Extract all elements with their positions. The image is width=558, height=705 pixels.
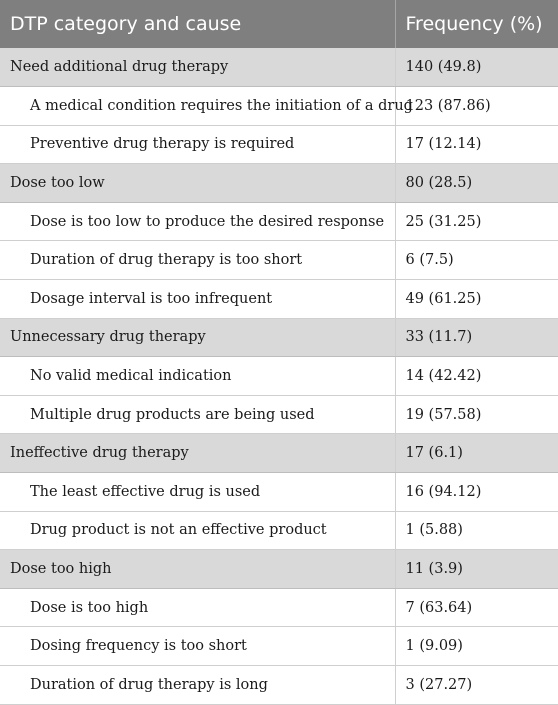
frequency-value: 80 (28.5) [395, 163, 558, 203]
cause-row: Multiple drug products are being used 19 … [0, 395, 558, 435]
frequency-value: 6 (7.5) [395, 240, 558, 281]
frequency-value: 1 (5.88) [395, 511, 558, 551]
cause-label: Duration of drug therapy is too short [0, 240, 396, 281]
frequency-value: 3 (27.27) [395, 665, 558, 705]
frequency-value: 11 (3.9) [395, 549, 558, 589]
cause-row: Dose is too low to produce the desired r… [0, 202, 558, 242]
table-header: DTP category and cause Frequency (%) [0, 0, 558, 48]
frequency-value: 49 (61.25) [395, 279, 558, 319]
frequency-value: 25 (31.25) [395, 202, 558, 242]
category-label: Ineffective drug therapy [0, 433, 396, 474]
cause-row: Dose is too high 7 (63.64) [0, 588, 558, 628]
frequency-value: 33 (11.7) [395, 318, 558, 358]
cause-row: Dosage interval is too infrequent 49 (61.… [0, 279, 558, 319]
frequency-value: 123 (87.86) [395, 86, 558, 126]
frequency-value: 17 (6.1) [395, 433, 558, 474]
frequency-value: 14 (42.42) [395, 356, 558, 396]
frequency-value: 19 (57.58) [395, 395, 558, 435]
header-category-cause: DTP category and cause [0, 0, 396, 48]
category-label: Dose too low [0, 163, 396, 203]
cause-row: Drug product is not an effective product… [0, 511, 558, 551]
frequency-value: 7 (63.64) [395, 588, 558, 628]
category-label: Dose too high [0, 549, 396, 589]
cause-label: Dose is too high [0, 588, 396, 628]
cause-label: Duration of drug therapy is long [0, 665, 396, 705]
cause-row: Preventive drug therapy is required 17 (1… [0, 125, 558, 165]
cause-row: A medical condition requires the initiat… [0, 86, 558, 126]
frequency-value: 1 (9.09) [395, 626, 558, 666]
cause-row: Duration of drug therapy is long 3 (27.27… [0, 665, 558, 705]
category-row: Dose too high 11 (3.9) [0, 549, 558, 589]
cause-label: The least effective drug is used [0, 472, 396, 512]
cause-label: A medical condition requires the initiat… [0, 86, 413, 126]
cause-label: Dosage interval is too infrequent [0, 279, 396, 319]
table-body: Need additional drug therapy 140 (49.8) A … [0, 48, 558, 705]
category-row: Need additional drug therapy 140 (49.8) [0, 48, 558, 88]
category-row: Ineffective drug therapy 17 (6.1) [0, 433, 558, 474]
cause-row: Dosing frequency is too short 1 (9.09) [0, 626, 558, 666]
cause-label: Preventive drug therapy is required [0, 125, 396, 165]
category-label: Unnecessary drug therapy [0, 318, 396, 358]
frequency-value: 17 (12.14) [395, 125, 558, 165]
cause-row: Duration of drug therapy is too short 6 (… [0, 240, 558, 281]
header-frequency: Frequency (%) [395, 0, 558, 48]
cause-label: Multiple drug products are being used [0, 395, 396, 435]
cause-label: No valid medical indication [0, 356, 396, 396]
cause-row: The least effective drug is used 16 (94.1… [0, 472, 558, 512]
category-label: Need additional drug therapy [0, 48, 396, 88]
category-row: Unnecessary drug therapy 33 (11.7) [0, 318, 558, 358]
category-row: Dose too low 80 (28.5) [0, 163, 558, 203]
frequency-value: 16 (94.12) [395, 472, 558, 512]
header-row: DTP category and cause Frequency (%) [0, 0, 558, 48]
cause-label: Drug product is not an effective product [0, 511, 396, 551]
cause-label: Dose is too low to produce the desired r… [0, 202, 396, 242]
frequency-value: 140 (49.8) [395, 48, 558, 88]
cause-label: Dosing frequency is too short [0, 626, 396, 666]
cause-row: No valid medical indication 14 (42.42) [0, 356, 558, 396]
